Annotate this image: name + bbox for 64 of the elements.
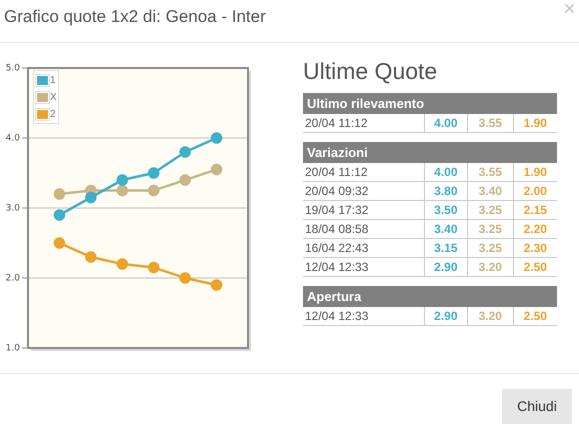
point bbox=[210, 279, 222, 291]
y-tick-label: 4.0 bbox=[6, 133, 20, 144]
point bbox=[179, 174, 191, 186]
data-label: 4.00 bbox=[424, 163, 468, 181]
data-label: 2.50 bbox=[512, 307, 557, 325]
category-label: 20/04 11:12 bbox=[304, 164, 369, 181]
text: Ultime Quote bbox=[303, 57, 438, 86]
legend-label: 2 bbox=[50, 108, 57, 120]
category-label: 19/04 17:32 bbox=[304, 202, 370, 219]
point bbox=[210, 164, 222, 176]
category-label: 20/04 11:12 bbox=[304, 115, 369, 132]
data-label: 2.90 bbox=[424, 307, 468, 325]
legend-label: X bbox=[50, 92, 58, 104]
point bbox=[85, 192, 97, 204]
data-label: 3.40 bbox=[467, 182, 513, 200]
category-label: 20/04 09:32 bbox=[304, 183, 370, 200]
legend-label: 1 bbox=[50, 74, 57, 86]
data-label: 2.50 bbox=[512, 258, 557, 276]
data-label: 2.00 bbox=[512, 182, 557, 200]
point bbox=[179, 146, 191, 158]
chart-title: Grafico quote 1x2 di: Genoa - Inter bbox=[4, 6, 266, 28]
data-label: 2.30 bbox=[512, 239, 557, 257]
data-label: 3.50 bbox=[424, 201, 468, 219]
y-tick-label: 2.0 bbox=[6, 273, 20, 284]
data-label: 3.25 bbox=[467, 239, 513, 257]
data-label: 3.20 bbox=[467, 258, 513, 276]
category-label: 12/04 12:33 bbox=[304, 259, 370, 276]
point bbox=[54, 188, 66, 200]
point bbox=[85, 251, 97, 263]
point bbox=[54, 237, 66, 249]
point bbox=[179, 272, 191, 284]
data-label: 1.90 bbox=[512, 114, 557, 132]
data-label: 3.20 bbox=[467, 307, 513, 325]
text: Apertura bbox=[303, 286, 557, 307]
point bbox=[148, 184, 160, 196]
point bbox=[210, 132, 222, 144]
data-label: 3.80 bbox=[424, 182, 468, 200]
y-tick-label: 3.0 bbox=[6, 203, 20, 214]
data-label: 4.00 bbox=[424, 114, 468, 132]
point bbox=[116, 174, 128, 186]
close-icon[interactable] bbox=[565, 4, 574, 13]
point bbox=[54, 209, 66, 221]
point bbox=[116, 258, 128, 270]
text: Ultimo rilevamento bbox=[303, 93, 557, 114]
category-label: 16/04 22:43 bbox=[304, 240, 370, 257]
data-label: 3.25 bbox=[467, 201, 513, 219]
point bbox=[148, 262, 160, 274]
data-label: 2.15 bbox=[512, 201, 557, 219]
point bbox=[148, 167, 160, 179]
y-tick-label: 1.0 bbox=[6, 343, 20, 354]
text: Variazioni bbox=[303, 142, 557, 163]
category-label: 18/04 08:58 bbox=[304, 221, 370, 238]
data-label: 3.25 bbox=[467, 220, 513, 238]
data-label: 2.90 bbox=[424, 258, 468, 276]
category-label: 12/04 12:33 bbox=[304, 308, 370, 325]
y-tick-label: 5.0 bbox=[6, 63, 20, 74]
data-label: 1.90 bbox=[512, 163, 557, 181]
data-label: 3.15 bbox=[424, 239, 468, 257]
data-label: 2.20 bbox=[512, 220, 557, 238]
data-label: 3.40 bbox=[424, 220, 468, 238]
button[interactable]: Chiudi bbox=[502, 389, 572, 424]
data-label: 3.55 bbox=[467, 114, 513, 132]
point bbox=[116, 184, 128, 196]
data-label: 3.55 bbox=[467, 163, 513, 181]
